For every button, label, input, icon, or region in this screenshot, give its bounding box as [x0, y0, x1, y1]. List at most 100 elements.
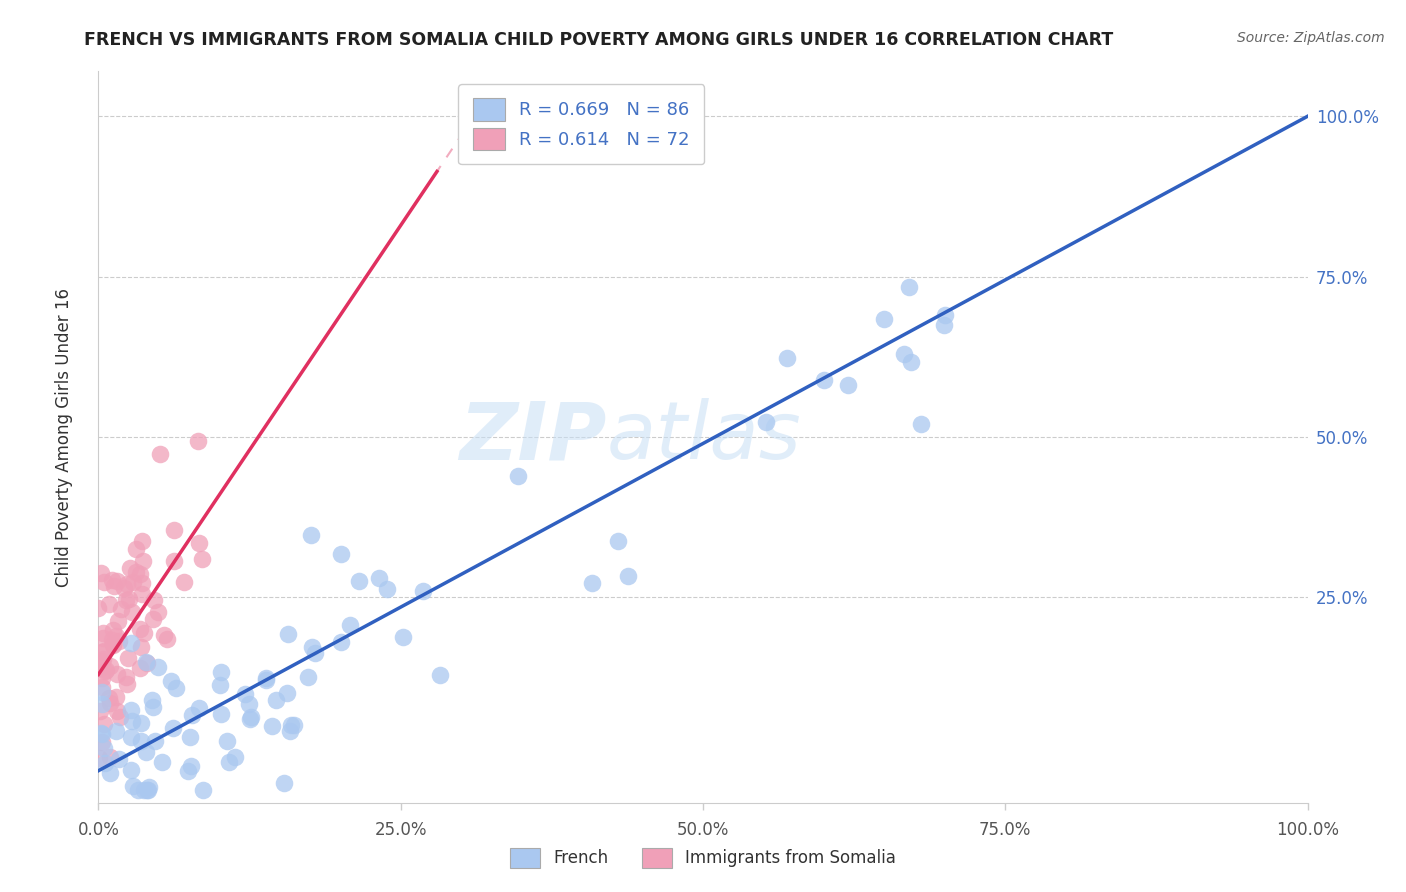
- Point: [110, 602, 132, 616]
- Point: [368, 571, 391, 585]
- Point: [129, 734, 152, 748]
- Point: [104, 629, 127, 643]
- Point: [105, 667, 128, 681]
- Point: [837, 378, 859, 392]
- Point: [125, 541, 148, 556]
- Point: [776, 351, 799, 365]
- Point: [93, 643, 115, 657]
- Point: [142, 699, 165, 714]
- Point: [135, 745, 157, 759]
- Point: [114, 669, 136, 683]
- Point: [129, 622, 152, 636]
- Point: [581, 575, 603, 590]
- Point: [114, 593, 136, 607]
- Point: [330, 635, 353, 649]
- Point: [127, 783, 149, 797]
- Point: [121, 779, 143, 793]
- Point: [233, 688, 256, 702]
- Point: [94, 664, 117, 678]
- Point: [260, 719, 283, 733]
- Point: [90, 566, 112, 580]
- Point: [277, 627, 299, 641]
- Point: [97, 597, 120, 611]
- Point: [131, 586, 153, 600]
- Point: [209, 665, 232, 679]
- Point: [375, 582, 398, 596]
- Point: [347, 574, 370, 588]
- Point: [177, 764, 200, 778]
- Point: [105, 690, 128, 704]
- Point: [131, 576, 153, 591]
- Point: [329, 547, 352, 561]
- Point: [121, 605, 143, 619]
- Point: [93, 740, 115, 755]
- Point: [91, 655, 114, 669]
- Point: [239, 712, 262, 726]
- Point: [94, 663, 117, 677]
- Point: [266, 693, 288, 707]
- Point: [89, 660, 111, 674]
- Point: [129, 715, 152, 730]
- Point: [129, 567, 152, 582]
- Point: [392, 630, 415, 644]
- Point: [122, 574, 145, 589]
- Point: [256, 671, 278, 685]
- Point: [138, 780, 160, 794]
- Point: [187, 701, 209, 715]
- Point: [893, 347, 915, 361]
- Point: [218, 755, 240, 769]
- Point: [299, 528, 322, 542]
- Point: [112, 582, 135, 596]
- Point: [429, 668, 451, 682]
- Point: [304, 646, 326, 660]
- Point: [98, 659, 121, 673]
- Point: [108, 710, 131, 724]
- Point: [115, 577, 138, 591]
- Point: [187, 536, 209, 550]
- Point: [120, 763, 142, 777]
- Point: [118, 561, 141, 575]
- Point: [136, 783, 159, 797]
- Point: [98, 696, 121, 710]
- Point: [91, 644, 114, 658]
- Point: [120, 636, 142, 650]
- Point: [209, 707, 232, 722]
- Point: [89, 704, 111, 718]
- Point: [897, 280, 920, 294]
- Point: [141, 693, 163, 707]
- Point: [276, 686, 298, 700]
- Point: [91, 735, 114, 749]
- Point: [412, 584, 434, 599]
- Point: [238, 697, 260, 711]
- Point: [181, 708, 204, 723]
- Point: [98, 691, 121, 706]
- Point: [131, 640, 153, 655]
- Point: [240, 710, 263, 724]
- Point: [136, 783, 159, 797]
- Point: [132, 554, 155, 568]
- Point: [163, 554, 186, 568]
- Legend: French, Immigrants from Somalia: French, Immigrants from Somalia: [503, 841, 903, 875]
- Point: [101, 637, 124, 651]
- Point: [179, 730, 201, 744]
- Point: [150, 755, 173, 769]
- Point: [873, 312, 896, 326]
- Point: [148, 660, 170, 674]
- Point: [165, 681, 187, 695]
- Point: [125, 566, 148, 580]
- Point: [273, 776, 295, 790]
- Point: [90, 680, 112, 694]
- Point: [193, 783, 215, 797]
- Point: [131, 534, 153, 549]
- Text: FRENCH VS IMMIGRANTS FROM SOMALIA CHILD POVERTY AMONG GIRLS UNDER 16 CORRELATION: FRENCH VS IMMIGRANTS FROM SOMALIA CHILD …: [84, 31, 1114, 49]
- Point: [283, 717, 305, 731]
- Point: [143, 593, 166, 607]
- Point: [162, 722, 184, 736]
- Point: [208, 678, 231, 692]
- Text: Source: ZipAtlas.com: Source: ZipAtlas.com: [1237, 31, 1385, 45]
- Point: [339, 618, 361, 632]
- Point: [91, 697, 114, 711]
- Point: [180, 759, 202, 773]
- Point: [91, 632, 114, 646]
- Point: [173, 574, 195, 589]
